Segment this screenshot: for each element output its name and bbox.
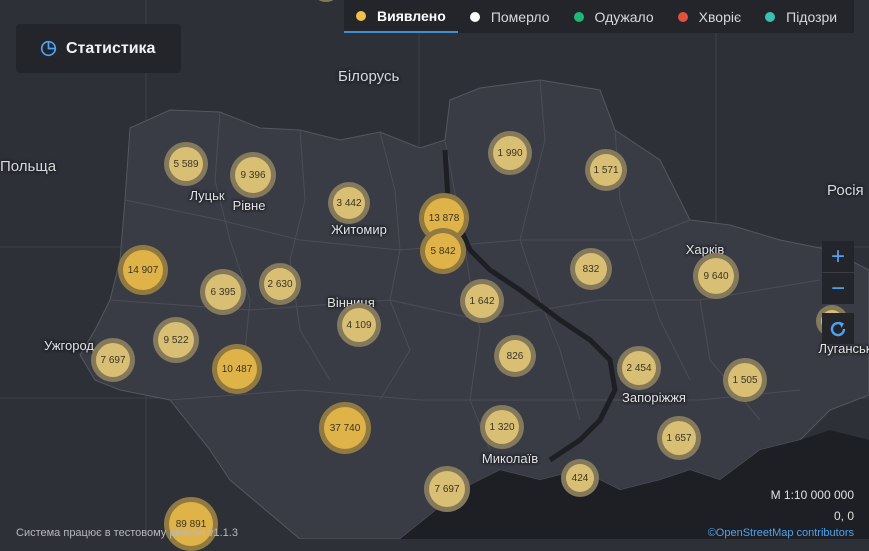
case-cluster[interactable]: 832 [570, 248, 612, 290]
case-cluster[interactable]: 1 642 [460, 279, 504, 323]
tab-label: Підозри [786, 8, 838, 25]
system-status-text: Система працює в тестовому режимі v1.1.3 [16, 527, 238, 539]
tab-label: Виявлено [377, 7, 446, 24]
city-label-luhansk: Луганськ [818, 341, 869, 356]
pie-chart-icon [40, 40, 57, 57]
case-cluster[interactable]: 7 697 [424, 466, 470, 512]
recovered-dot-icon [573, 11, 584, 22]
case-cluster[interactable]: 826 [494, 335, 536, 377]
case-cluster[interactable]: 3 442 [328, 182, 370, 224]
tab-recovered[interactable]: Одужало [562, 0, 666, 33]
zoom-out-button[interactable]: − [822, 273, 854, 304]
case-cluster[interactable]: 1 571 [585, 149, 627, 191]
country-label-belarus: Білорусь [338, 68, 400, 85]
case-cluster[interactable]: 5 842 [420, 228, 466, 274]
city-label-uzhhorod: Ужгород [44, 338, 94, 353]
case-cluster[interactable]: 2 630 [259, 263, 301, 305]
city-label-zaporizhzhia: Запоріжжя [622, 390, 686, 405]
case-cluster[interactable]: 1 990 [488, 131, 532, 175]
black-sea [400, 460, 869, 539]
statistics-label: Статистика [66, 39, 156, 57]
country-label-russia: Росія [827, 182, 864, 199]
country-label-poland: Польща [0, 158, 57, 175]
tab-label: Одужало [594, 8, 654, 25]
case-cluster[interactable]: 424 [561, 459, 599, 497]
minus-icon: − [830, 274, 845, 302]
tab-suspected[interactable]: Підозри [753, 0, 849, 33]
zoom-in-button[interactable]: + [822, 241, 854, 272]
detected-dot-icon [356, 10, 366, 21]
statistics-button[interactable]: Статистика [16, 24, 181, 73]
case-cluster[interactable]: 9 522 [153, 317, 199, 363]
case-cluster[interactable]: 1 505 [723, 358, 767, 402]
case-cluster[interactable]: 7 697 [91, 338, 135, 382]
case-cluster[interactable]: 5 589 [164, 142, 208, 186]
city-label-lutsk: Луцьк [189, 188, 225, 203]
cursor-coordinates: 0, 0 [833, 509, 854, 523]
tab-label: Померло [490, 8, 550, 25]
refresh-icon [830, 321, 846, 336]
plus-icon: + [830, 242, 845, 270]
city-label-rivne: Рівне [232, 198, 266, 213]
tab-died[interactable]: Померло [458, 0, 562, 33]
case-cluster[interactable]: 6 395 [200, 269, 246, 315]
case-cluster[interactable]: 1 320 [480, 405, 524, 449]
tab-detected[interactable]: Виявлено [344, 0, 458, 33]
case-cluster[interactable]: 9 640 [693, 253, 739, 299]
case-cluster[interactable]: 10 487 [212, 344, 262, 394]
map-scale: М 1:10 000 000 [770, 488, 854, 502]
case-cluster[interactable]: 14 907 [118, 245, 168, 295]
tab-label: Хворіє [698, 8, 742, 25]
dnipro-river [442, 149, 618, 463]
tab-sick[interactable]: Хворіє [666, 0, 753, 33]
case-cluster[interactable]: 89 891 [164, 497, 218, 551]
case-cluster[interactable]: 9 396 [230, 152, 276, 198]
died-dot-icon [469, 11, 480, 22]
sick-dot-icon [677, 11, 688, 22]
legend-tabs: Виявлено Померло Одужало Хворіє Підозри [344, 0, 854, 33]
case-cluster[interactable]: 4 109 [337, 303, 381, 347]
refresh-button[interactable] [822, 313, 854, 344]
case-cluster[interactable]: 37 740 [319, 402, 371, 454]
case-cluster[interactable]: 2 454 [617, 346, 661, 390]
city-label-zhytomyr: Житомир [331, 222, 387, 237]
case-cluster[interactable]: 1 657 [657, 416, 701, 460]
city-label-mykolaiv: Миколаїв [481, 451, 539, 466]
suspected-dot-icon [765, 11, 776, 22]
osm-attribution-link[interactable]: ©OpenStreetMap contributors [707, 527, 854, 539]
